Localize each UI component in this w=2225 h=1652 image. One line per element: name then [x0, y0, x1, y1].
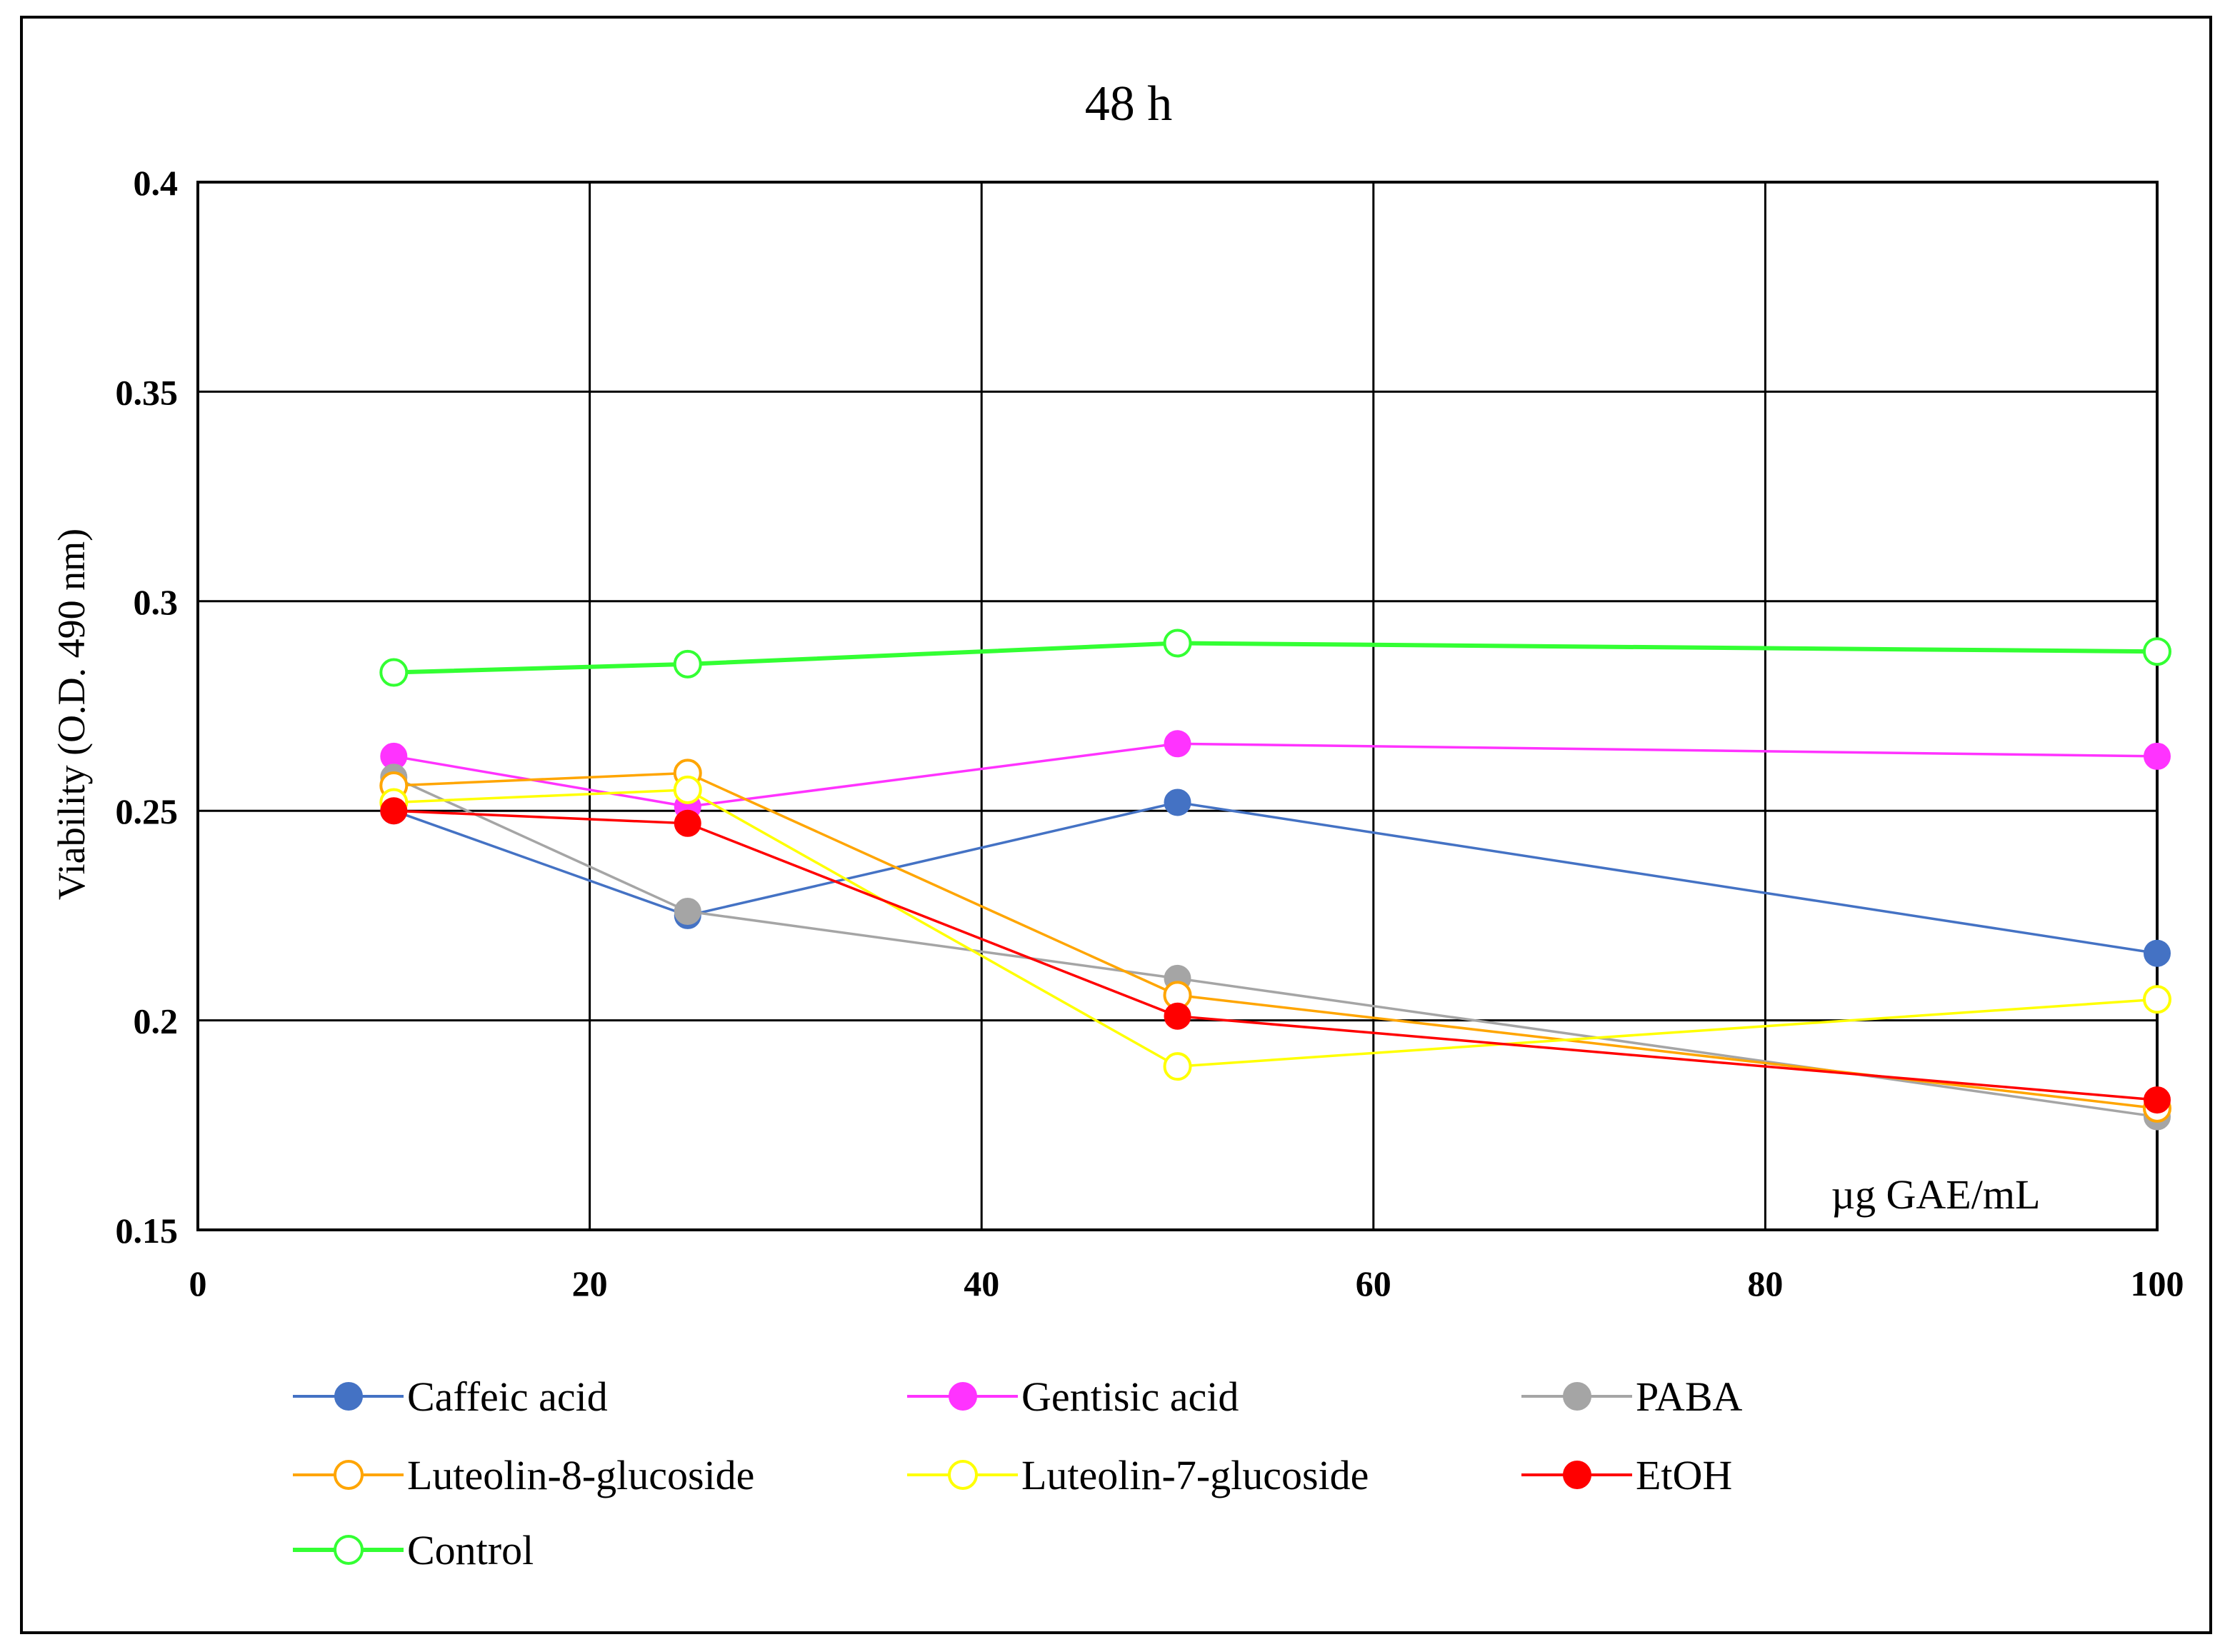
- data-point: [1164, 730, 1191, 758]
- legend-label: Luteolin-8-glucoside: [407, 1452, 754, 1498]
- data-point: [674, 898, 701, 926]
- x-tick-label: 60: [1356, 1263, 1391, 1303]
- series-control: [379, 629, 2171, 687]
- x-tick-label: 80: [1747, 1263, 1783, 1303]
- data-point: [2144, 939, 2171, 967]
- legend: Caffeic acid Gentisic acid PABA Luteolin-8-…: [293, 1373, 1743, 1573]
- legend-marker: [334, 1535, 364, 1565]
- legend-label: PABA: [1636, 1373, 1743, 1420]
- legend-item: EtOH: [1521, 1452, 1732, 1498]
- legend-marker: [334, 1382, 363, 1411]
- data-point: [2144, 1086, 2171, 1114]
- legend-item: Caffeic acid: [293, 1373, 608, 1420]
- legend-marker: [949, 1382, 977, 1411]
- legend-label: Control: [407, 1527, 534, 1573]
- legend-label: EtOH: [1636, 1452, 1732, 1498]
- series-line: [394, 742, 2158, 809]
- legend-item: Luteolin-7-glucoside: [907, 1452, 1369, 1498]
- legend-label: Luteolin-7-glucoside: [1021, 1452, 1369, 1498]
- grid: [196, 181, 2159, 1231]
- x-tick-label: 40: [964, 1263, 999, 1303]
- data-point: [380, 797, 408, 825]
- y-tick-label: 0.3: [134, 582, 179, 622]
- series-etoh: [380, 797, 2171, 1114]
- legend-item: Luteolin-8-glucoside: [293, 1452, 754, 1498]
- series-lines: [379, 629, 2171, 1131]
- legend-marker: [948, 1460, 978, 1490]
- data-point: [2143, 985, 2171, 1014]
- y-tick-label: 0.15: [116, 1211, 179, 1251]
- series-line: [393, 776, 2158, 1118]
- data-point: [1164, 1002, 1191, 1030]
- legend-marker: [334, 1460, 364, 1490]
- data-point: [2144, 742, 2171, 770]
- x-tick-label: 100: [2131, 1263, 2184, 1303]
- data-point: [674, 809, 701, 837]
- series-line: [394, 809, 2158, 1101]
- data-point: [1163, 1052, 1192, 1081]
- data-point: [673, 649, 702, 679]
- legend-marker: [1563, 1461, 1591, 1489]
- legend-item: Gentisic acid: [907, 1373, 1239, 1420]
- chart-frame: [20, 16, 2212, 1634]
- y-tick-label: 0.4: [134, 163, 179, 203]
- y-tick-label: 0.2: [134, 1001, 179, 1041]
- data-point: [673, 775, 702, 804]
- y-tick-label: 0.25: [116, 791, 179, 831]
- y-tick-label: 0.35: [116, 372, 179, 412]
- legend-item: Control: [293, 1527, 534, 1573]
- data-point: [1164, 789, 1191, 816]
- data-point: [379, 658, 409, 687]
- x-tick-label: 0: [189, 1263, 207, 1303]
- legend-label: Caffeic acid: [407, 1373, 608, 1420]
- data-point: [1163, 629, 1192, 658]
- x-tick-label: 20: [572, 1263, 608, 1303]
- legend-marker: [1563, 1382, 1591, 1411]
- series-line: [393, 801, 2158, 955]
- axis-tick-labels: 0.15 0.2 0.25 0.3 0.35 0.4 0 20 40 60 80 100: [116, 163, 2184, 1303]
- series-line: [394, 789, 2158, 1068]
- x-axis-label: µg GAE/mL: [1831, 1171, 2041, 1218]
- data-point: [2143, 637, 2171, 666]
- legend-label: Gentisic acid: [1021, 1373, 1239, 1420]
- legend-item: PABA: [1521, 1373, 1743, 1420]
- y-axis-label: Viability (O.D. 490 nm): [50, 529, 93, 900]
- chart-title: 48 h: [1085, 76, 1173, 131]
- series-line: [394, 641, 2158, 675]
- series-line: [394, 771, 2158, 1110]
